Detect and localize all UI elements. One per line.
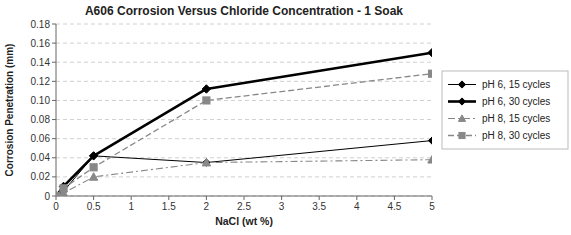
point xyxy=(56,192,60,196)
grid-line xyxy=(56,138,432,139)
series-line xyxy=(56,53,432,196)
title: A606 Corrosion Versus Chloride Concentra… xyxy=(85,4,403,18)
point xyxy=(428,137,432,144)
tick xyxy=(131,196,132,200)
tick-label: 4 xyxy=(354,201,360,212)
legend-box xyxy=(442,71,568,149)
tick-label: 0.10 xyxy=(31,95,51,106)
point xyxy=(202,85,210,93)
tick-label: 0.18 xyxy=(31,19,51,30)
legend-label: pH 8, 30 cycles xyxy=(482,130,550,141)
tick xyxy=(52,157,56,158)
tick-label: 0.16 xyxy=(31,38,51,49)
tick xyxy=(56,196,57,200)
tick-label: 0.04 xyxy=(31,152,51,163)
axes: 0 0.02 0.04 0.06 0.08 0.10 0.12 0.14 0.16 0.18 0 0.… xyxy=(31,19,436,213)
point xyxy=(203,97,210,104)
series-line xyxy=(56,160,432,196)
tick-label: 5 xyxy=(429,201,435,212)
tick-label: 0.02 xyxy=(31,171,51,182)
point xyxy=(89,152,97,160)
tick-label: 1 xyxy=(128,201,134,212)
legend-marker xyxy=(458,98,465,105)
grid xyxy=(56,24,432,196)
tick-label: 3.5 xyxy=(312,201,326,212)
tick xyxy=(93,196,94,200)
tick xyxy=(168,196,169,200)
point xyxy=(56,192,60,196)
tick-label: 0.08 xyxy=(31,114,51,125)
tick xyxy=(356,196,357,200)
tick-label: 0.14 xyxy=(31,57,51,68)
tick-label: 0.06 xyxy=(31,133,51,144)
axis-line xyxy=(56,24,57,196)
tick-label: 2 xyxy=(204,201,210,212)
point xyxy=(428,48,432,56)
series-line xyxy=(56,141,432,196)
tick xyxy=(52,62,56,63)
tick xyxy=(52,24,56,25)
tick-label: 0 xyxy=(44,191,50,202)
point xyxy=(89,173,97,181)
tick-label: 0.5 xyxy=(87,201,101,212)
tick-label: 0 xyxy=(53,201,59,212)
point xyxy=(60,185,67,192)
grid-line xyxy=(56,43,432,44)
tick xyxy=(52,81,56,82)
legend-label: pH 8, 15 cycles xyxy=(482,113,550,124)
tick xyxy=(244,196,245,200)
legend-marker xyxy=(458,115,465,121)
tick xyxy=(52,138,56,139)
grid-line xyxy=(56,119,432,120)
point xyxy=(428,155,432,163)
tick xyxy=(206,196,207,200)
grid-line xyxy=(56,196,432,197)
grid-line xyxy=(56,24,432,25)
tick xyxy=(52,196,56,197)
axis-line xyxy=(56,196,432,197)
legend: pH 6, 15 cycles pH 6, 30 cycles pH 8, 15 c… xyxy=(442,71,568,149)
legend-label: pH 6, 30 cycles xyxy=(482,96,550,107)
legend-marker xyxy=(458,81,465,88)
tick-label: 1.5 xyxy=(162,201,176,212)
tick xyxy=(52,100,56,101)
point xyxy=(428,70,432,77)
chart: 0 0.02 0.04 0.06 0.08 0.10 0.12 0.14 0.16 0.18 0 0.… xyxy=(0,0,571,235)
grid-line xyxy=(56,100,432,101)
point xyxy=(56,192,60,196)
series-line xyxy=(56,74,432,196)
tick xyxy=(52,119,56,120)
y-axis-label: Corrosion Penetration (mm) xyxy=(4,44,15,177)
tick xyxy=(281,196,282,200)
tick xyxy=(52,43,56,44)
tick-label: 2.5 xyxy=(237,201,251,212)
legend-marker xyxy=(459,132,465,138)
x-axis-label: NaCl (wt %) xyxy=(215,215,273,227)
tick-label: 4.5 xyxy=(387,201,401,212)
tick-label: 0.12 xyxy=(31,76,51,87)
tick xyxy=(319,196,320,200)
plot-marks xyxy=(56,48,432,196)
tick xyxy=(52,176,56,177)
tick-label: 3 xyxy=(279,201,285,212)
tick xyxy=(394,196,395,200)
point xyxy=(202,158,210,166)
tick xyxy=(432,196,433,200)
point xyxy=(203,159,210,166)
point xyxy=(90,164,97,171)
grid-line xyxy=(56,176,432,177)
legend-label: pH 6, 15 cycles xyxy=(482,79,550,90)
point xyxy=(56,192,60,196)
